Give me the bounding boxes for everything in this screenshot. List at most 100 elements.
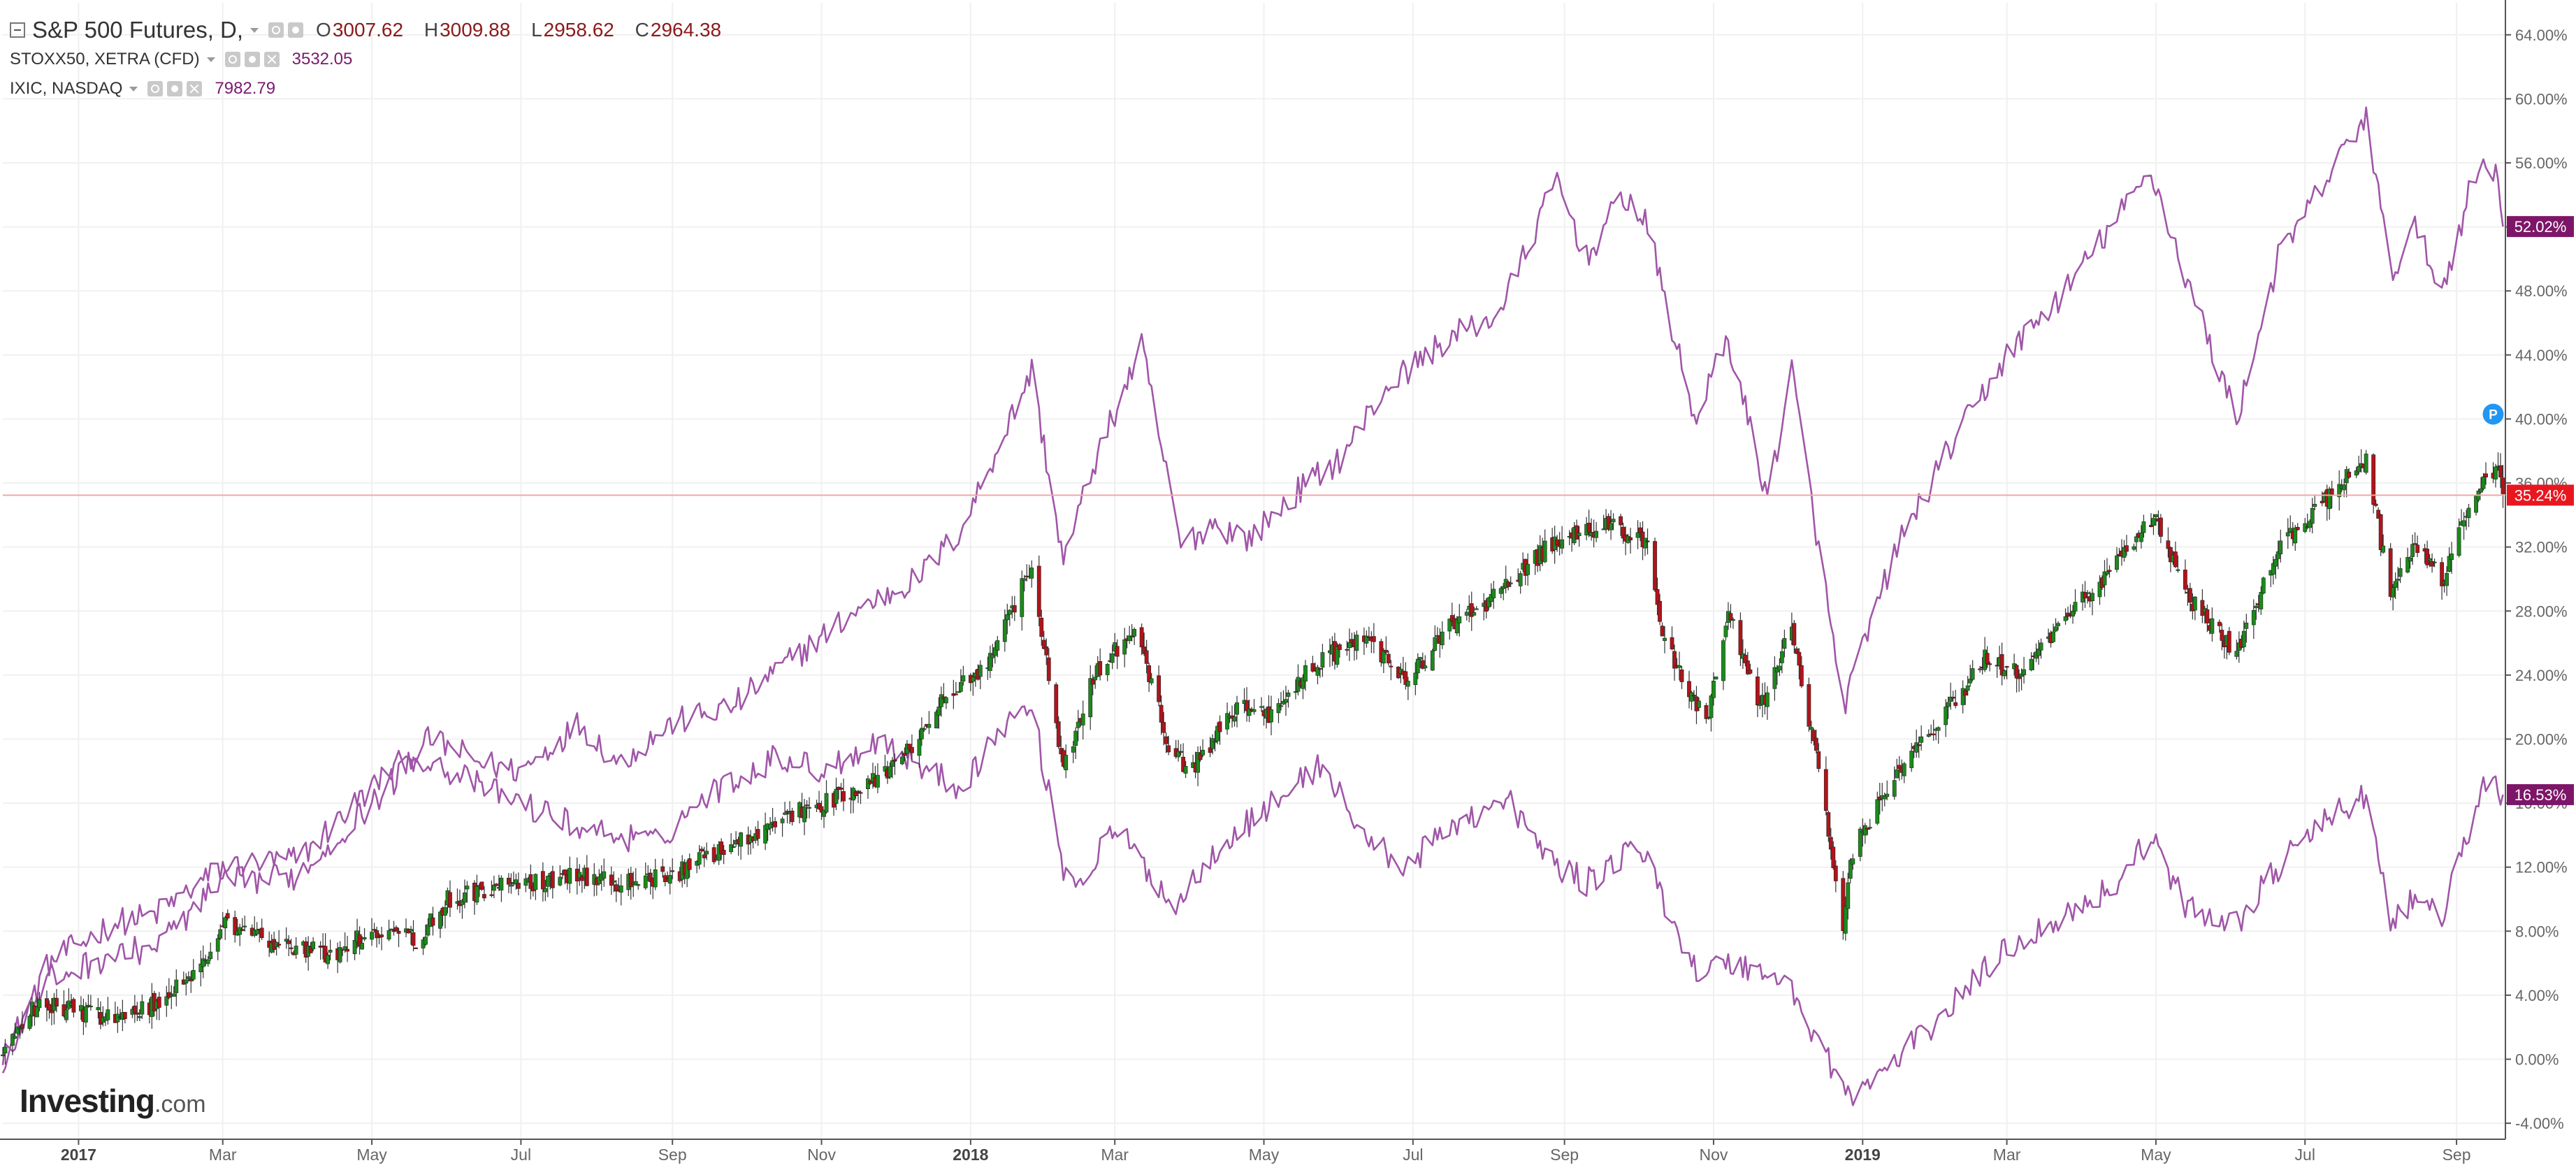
candle-body-down (1555, 539, 1560, 546)
candle-body-up (1635, 532, 1640, 538)
candle (1841, 871, 1846, 940)
candle-body-up (201, 958, 205, 967)
gear-icon[interactable] (167, 81, 183, 96)
candle (990, 644, 995, 667)
candle (545, 875, 550, 897)
candle (2445, 566, 2449, 596)
candle-body-up (2244, 622, 2249, 629)
candle (2432, 558, 2437, 568)
eye-icon[interactable] (268, 22, 284, 38)
candle-body-down (277, 944, 282, 946)
candle (1088, 665, 1093, 730)
candle-body-up (2391, 587, 2396, 598)
gear-icon[interactable] (244, 52, 260, 67)
candle-body-up (64, 1009, 68, 1020)
candle (1347, 628, 1352, 661)
candle-body-down (841, 791, 846, 802)
candle-body-up (2039, 642, 2043, 651)
candle (1867, 818, 1872, 830)
candle-body-up (1902, 763, 1906, 777)
candle (922, 726, 927, 732)
candle-body-down (2371, 454, 2376, 505)
main-symbol-title[interactable]: S&P 500 Futures, D, (32, 17, 244, 43)
candle (563, 869, 567, 885)
x-tick-label: Jul (511, 1146, 531, 1164)
stoxx-symbol-title[interactable]: STOXX50, XETRA (CFD) (10, 50, 200, 68)
candle-body-down (1645, 540, 1650, 542)
candle (773, 817, 777, 834)
gear-icon[interactable] (288, 22, 304, 38)
candle (1909, 742, 1914, 772)
candle (900, 751, 904, 765)
candle-body-up (685, 862, 690, 879)
y-tick-label: 48.00% (2515, 282, 2568, 300)
eye-icon[interactable] (224, 52, 240, 67)
candle (1677, 651, 1681, 681)
candle (1503, 565, 1508, 593)
candle-body-up (1663, 637, 1667, 641)
candle (1594, 521, 1598, 542)
candle-body-up (558, 876, 563, 886)
candle-body-up (2102, 571, 2107, 586)
chevron-down-icon[interactable] (129, 86, 138, 92)
candle (1132, 627, 1137, 645)
y-tick-label: 40.00% (2515, 410, 2568, 428)
close-icon[interactable] (263, 52, 280, 67)
candle-body-down (1044, 646, 1049, 656)
candle (711, 844, 716, 865)
candle-body-up (1201, 749, 1205, 756)
close-icon[interactable] (187, 81, 203, 96)
candle-body-up (934, 712, 939, 729)
candle (2450, 542, 2454, 574)
candle-body-up (438, 911, 442, 929)
candle (198, 950, 203, 987)
badge-label: 16.53% (2515, 786, 2567, 804)
candle (1951, 691, 1955, 702)
ixic-symbol-title[interactable]: IXIC, NASDAQ (10, 79, 123, 98)
candle (2293, 525, 2298, 551)
candle-body-down (1389, 665, 1394, 667)
candle (1098, 648, 1103, 681)
candle (252, 916, 257, 938)
candle (731, 839, 736, 848)
candle (1586, 510, 1591, 537)
candle (584, 855, 589, 886)
candle-body-up (2364, 454, 2368, 473)
candle-body-up (824, 793, 829, 813)
candle (47, 1000, 52, 1019)
legend-main-row: S&P 500 Futures, D, O3007.62 H3009.88 L2… (10, 15, 737, 45)
chevron-down-icon[interactable] (250, 27, 259, 33)
candle (1692, 690, 1696, 701)
candle (1022, 575, 1027, 592)
candle (2261, 577, 2266, 595)
candle-body-up (2461, 520, 2466, 527)
candle (1162, 712, 1166, 746)
candle-body-down (907, 744, 912, 750)
candle (1807, 677, 1811, 732)
candle-body-up (2408, 557, 2412, 562)
candle (2029, 652, 2034, 672)
candle (259, 918, 264, 941)
chevron-down-icon[interactable] (206, 57, 215, 62)
candle (2295, 523, 2300, 531)
collapse-legend-icon[interactable] (10, 22, 25, 38)
eye-icon[interactable] (147, 81, 164, 96)
candle (492, 875, 496, 898)
low-value: 2958.62 (543, 19, 614, 41)
candle-body-up (990, 654, 995, 658)
candle-body-up (2396, 579, 2401, 581)
y-axis-labels: -4.00%0.00%4.00%8.00%12.00%16.00%20.00%2… (2505, 27, 2568, 1132)
candle-body-up (1213, 741, 1217, 743)
candle (1794, 646, 1799, 654)
candle-body-down (289, 947, 294, 949)
candle (1149, 672, 1154, 686)
x-tick-label: Nov (1699, 1146, 1728, 1164)
candle-body-up (2151, 518, 2156, 526)
candle-body-down (1586, 523, 1591, 533)
candle-body-down (1245, 700, 1249, 712)
candle-body-up (1721, 640, 1725, 681)
candle-body-up (1122, 639, 1127, 655)
candle (2310, 498, 2315, 534)
